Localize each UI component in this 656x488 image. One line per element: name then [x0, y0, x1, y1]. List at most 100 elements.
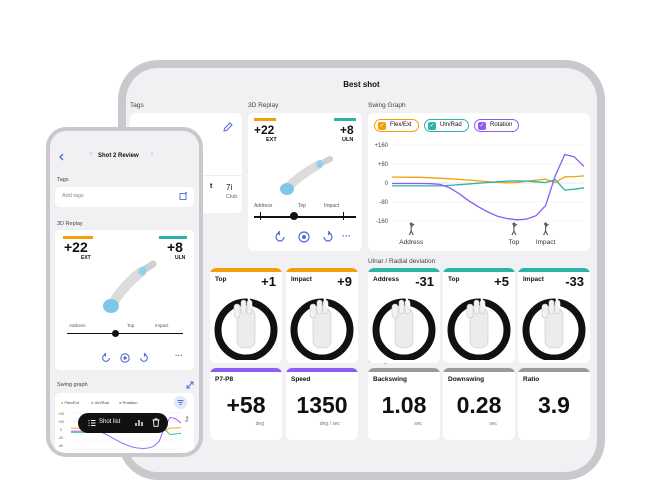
timeline-impact: Impact	[155, 323, 169, 328]
club-value: 7i	[226, 183, 233, 192]
y-tick: +40	[58, 412, 64, 416]
trash-icon[interactable]	[152, 418, 160, 427]
hand-gauge	[214, 296, 278, 360]
timeline-address: Address	[69, 323, 86, 328]
card-value: -31	[415, 274, 434, 289]
legend-flex-ext[interactable]: ✓ Flex/Ext	[374, 119, 419, 132]
tags-label: Tags	[57, 177, 69, 183]
rewind-icon[interactable]	[101, 353, 111, 363]
legend-rotation[interactable]: ● Rotation	[119, 400, 138, 405]
tags-input-card[interactable]: Add tags	[55, 187, 194, 207]
club-label: Club	[226, 194, 238, 200]
y-tick-label: +160	[374, 143, 388, 149]
play-icon[interactable]	[298, 231, 310, 243]
nav-title: Shot 2 Review	[98, 153, 139, 159]
replay-label: 3D Replay	[248, 102, 279, 109]
y-tick: -40	[58, 444, 64, 448]
timeline-handle[interactable]	[112, 330, 119, 337]
ext-value: +22	[254, 123, 275, 137]
legend-uln-rad[interactable]: ✓ Uln/Rad	[424, 119, 469, 132]
more-icon[interactable]: ···	[175, 351, 183, 360]
next-shot-chevron-icon[interactable]: ›	[151, 151, 153, 157]
timeline-track[interactable]	[67, 333, 183, 335]
deg-axis-label: deg	[184, 416, 189, 422]
marker-label: Impact	[536, 239, 556, 246]
legend-uln-rad[interactable]: ● Uln/Rad	[91, 400, 109, 405]
tablet-device: Best shot Tags t 7i Club 3D Replay +22 E…	[118, 60, 605, 480]
bar-chart-icon[interactable]	[135, 419, 143, 427]
uln-value: +8	[167, 239, 183, 255]
series-line-rotation	[392, 153, 585, 221]
phone-screen: ‹ Shot 2 Review › Tags Add tags 3D Repla…	[50, 131, 199, 453]
wrist-model[interactable]	[278, 153, 338, 198]
marker-label: Address	[399, 239, 424, 246]
ulnar-label: Ulnar / Radial deviation	[368, 258, 436, 265]
timeline-handle[interactable]	[290, 212, 298, 220]
add-tag-icon[interactable]	[179, 192, 188, 201]
card-color-bar	[210, 268, 282, 272]
filter-button[interactable]	[174, 396, 187, 409]
timeline-top: Top	[298, 203, 307, 209]
card-color-bar	[210, 368, 282, 372]
phone-device: ‹ Shot 2 Review › Tags Add tags 3D Repla…	[46, 127, 203, 457]
hand-gauge	[522, 296, 586, 360]
ulnar-card-1[interactable]: Top +5	[443, 268, 515, 363]
legend-flex-ext-label: Flex/Ext	[64, 400, 79, 405]
timing-card-0[interactable]: Backswing 1.08 sec	[368, 368, 440, 440]
legend-flex-ext[interactable]: ● Flex/Ext	[61, 400, 79, 405]
hand-gauge	[290, 296, 354, 360]
rewind-icon[interactable]	[274, 231, 286, 243]
golfer-marker-icon	[543, 222, 549, 236]
swing-graph-label: Swing graph	[57, 382, 88, 388]
swing-chart: +160 +80 0 -80 -160 Address Top Impact	[374, 143, 585, 246]
pencil-icon[interactable]	[222, 121, 234, 133]
ext-unit: EXT	[266, 137, 277, 143]
forward-icon[interactable]	[139, 353, 149, 363]
ulnar-card-2[interactable]: Impact -33	[518, 268, 590, 363]
tags-label: Tags	[130, 102, 144, 109]
card-color-bar	[368, 368, 440, 372]
rotation-card-0[interactable]: P7-P8 +58 deg	[210, 368, 282, 440]
timeline-top: Top	[127, 323, 135, 328]
list-icon	[88, 420, 96, 426]
swing-graph-label: Swing Graph	[368, 102, 406, 109]
replay-label: 3D Replay	[57, 221, 83, 227]
card-color-bar	[286, 368, 358, 372]
flex-card-1[interactable]: Impact +9	[286, 268, 358, 363]
card-value: -33	[565, 274, 584, 289]
card-color-bar	[443, 368, 515, 372]
card-value: +5	[494, 274, 509, 289]
play-icon[interactable]	[120, 353, 130, 363]
back-chevron-icon[interactable]	[58, 153, 66, 161]
shot-list-button[interactable]: Shot list	[99, 419, 121, 425]
card-unit: deg	[255, 421, 264, 427]
card-label: Impact	[291, 276, 312, 283]
timeline-tick	[343, 212, 344, 220]
series-line-flex-ext	[392, 175, 585, 184]
ulnar-card-0[interactable]: Address -31	[368, 268, 440, 363]
hand-gauge	[372, 296, 436, 360]
rotation-card-1[interactable]: Speed 1350 deg / sec	[286, 368, 358, 440]
card-label: Address	[373, 276, 400, 283]
legend-uln-rad-label: Uln/Rad	[94, 400, 109, 405]
card-color-bar	[443, 268, 515, 272]
filter-icon	[177, 400, 184, 405]
timeline-track[interactable]	[254, 216, 356, 218]
flex-card-0[interactable]: Top +1	[210, 268, 282, 363]
prev-shot-chevron-icon[interactable]: ‹	[90, 151, 92, 157]
tag-char: t	[210, 183, 213, 190]
flex-color-bar	[63, 236, 93, 239]
timing-card-2[interactable]: Ratio 3.9	[518, 368, 590, 440]
tags-input[interactable]: Add tags	[62, 193, 84, 199]
uln-color-bar	[334, 118, 356, 121]
ext-unit: EXT	[81, 255, 91, 261]
expand-icon[interactable]	[186, 381, 194, 389]
timing-card-1[interactable]: Downswing 0.28 sec	[443, 368, 515, 440]
card-big-value: 3.9	[538, 392, 570, 418]
wrist-model[interactable]	[97, 256, 159, 316]
page-title: Best shot	[343, 80, 380, 89]
forward-icon[interactable]	[322, 231, 334, 243]
legend-rotation[interactable]: ✓ Rotation	[474, 119, 520, 132]
more-icon[interactable]: ···	[342, 231, 351, 241]
card-unit: deg / sec	[319, 421, 340, 427]
